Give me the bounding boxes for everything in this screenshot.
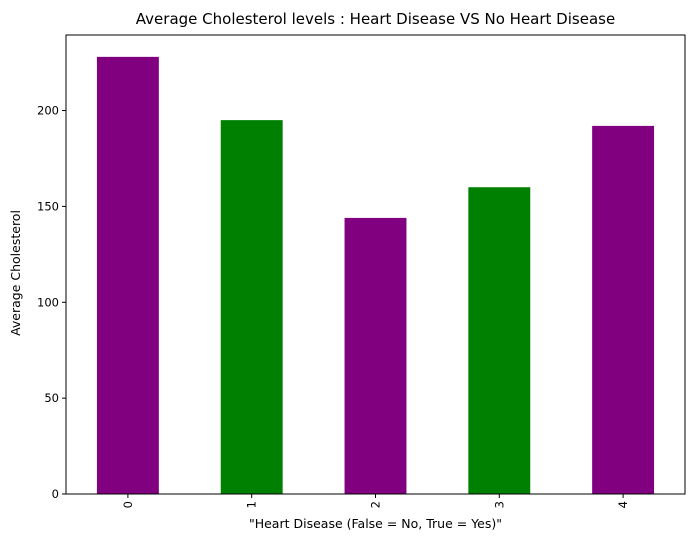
x-tick-label-1: 1 [245, 501, 259, 508]
x-tick-label-2: 2 [369, 501, 383, 508]
bar-1 [220, 120, 283, 495]
plot-frame [65, 34, 686, 495]
bars-group [96, 56, 655, 495]
bar-0 [96, 56, 159, 494]
chart-title: Average Cholesterol levels : Heart Disea… [136, 10, 615, 28]
y-tick-label-100: 100 [37, 295, 59, 309]
x-axis-ticks: 0 1 2 3 4 [121, 494, 630, 508]
bar-4 [592, 125, 655, 494]
y-tick-label-150: 150 [37, 199, 59, 213]
x-tick-label-3: 3 [492, 501, 506, 508]
y-tick-label-0: 0 [52, 487, 59, 501]
bar-2 [344, 217, 407, 494]
x-tick-label-0: 0 [121, 501, 135, 508]
y-axis-ticks: 0 50 100 150 200 [37, 104, 66, 501]
y-axis-label: Average Cholesterol [8, 210, 23, 336]
y-tick-label-200: 200 [37, 104, 59, 118]
bar-3 [468, 187, 531, 494]
x-tick-label-4: 4 [616, 501, 630, 508]
y-tick-label-50: 50 [44, 391, 59, 405]
x-axis-label: "Heart Disease (False = No, True = Yes)" [249, 516, 502, 531]
